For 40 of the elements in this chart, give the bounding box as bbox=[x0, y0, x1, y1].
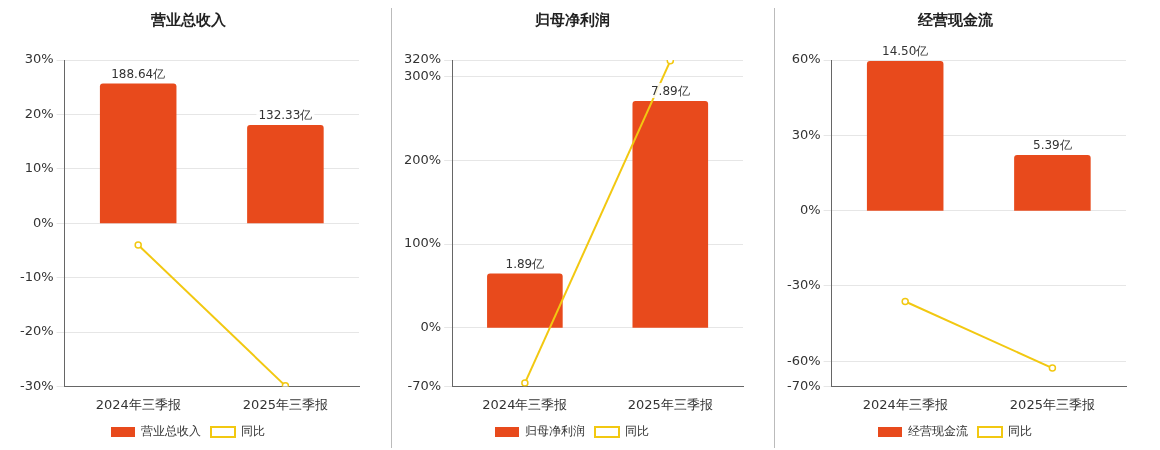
data-label: 5.39亿 bbox=[1033, 138, 1073, 153]
legend-label: 经营现金流 bbox=[908, 424, 969, 439]
y-tick-label: 20% bbox=[24, 105, 54, 121]
y-tick-label: -70% bbox=[787, 377, 821, 393]
x-tick-label: 2024年三季报 bbox=[862, 396, 949, 412]
y-tick-label: 60% bbox=[792, 51, 821, 67]
y-tick-label: -20% bbox=[19, 323, 54, 339]
y-tick-label: 320% bbox=[403, 51, 441, 67]
y-tick-label: 0% bbox=[800, 202, 821, 218]
data-label: 1.89亿 bbox=[505, 256, 544, 271]
chart-title: 营业总收入 bbox=[149, 10, 227, 29]
y-tick-label: 100% bbox=[403, 235, 441, 251]
y-tick-label: -30% bbox=[19, 377, 54, 393]
x-tick-label: 2025年三季报 bbox=[627, 396, 713, 412]
y-tick-label: -70% bbox=[407, 377, 441, 393]
chart-title: 归母净利润 bbox=[533, 10, 610, 29]
y-tick-label: 0% bbox=[32, 214, 54, 230]
data-label: 7.89亿 bbox=[650, 84, 690, 99]
y-tick-label: -10% bbox=[19, 268, 54, 284]
data-label: 188.64亿 bbox=[111, 66, 166, 81]
x-tick-label: 2025年三季报 bbox=[1010, 396, 1096, 412]
y-tick-label: -30% bbox=[787, 277, 821, 293]
x-tick-label: 2025年三季报 bbox=[242, 396, 328, 412]
y-tick-label: 30% bbox=[792, 126, 821, 142]
y-tick-label: 10% bbox=[24, 160, 54, 176]
legend-label: 同比 bbox=[624, 424, 649, 439]
data-label: 14.50亿 bbox=[882, 44, 929, 59]
legend-label: 归母净利润 bbox=[524, 424, 585, 439]
x-tick-label: 2024年三季报 bbox=[95, 396, 181, 412]
y-tick-label: 200% bbox=[403, 151, 441, 167]
legend-label: 同比 bbox=[1008, 424, 1033, 439]
x-tick-label: 2024年三季报 bbox=[482, 396, 568, 412]
y-tick-label: 300% bbox=[403, 68, 441, 84]
legend-label: 营业总收入 bbox=[141, 424, 201, 439]
chart-title: 经营现金流 bbox=[916, 10, 994, 29]
y-tick-label: 30% bbox=[24, 51, 54, 67]
data-label: 132.33亿 bbox=[258, 108, 313, 123]
y-tick-label: -60% bbox=[787, 352, 821, 368]
y-tick-label: 0% bbox=[420, 319, 441, 335]
legend-label: 同比 bbox=[241, 424, 265, 439]
